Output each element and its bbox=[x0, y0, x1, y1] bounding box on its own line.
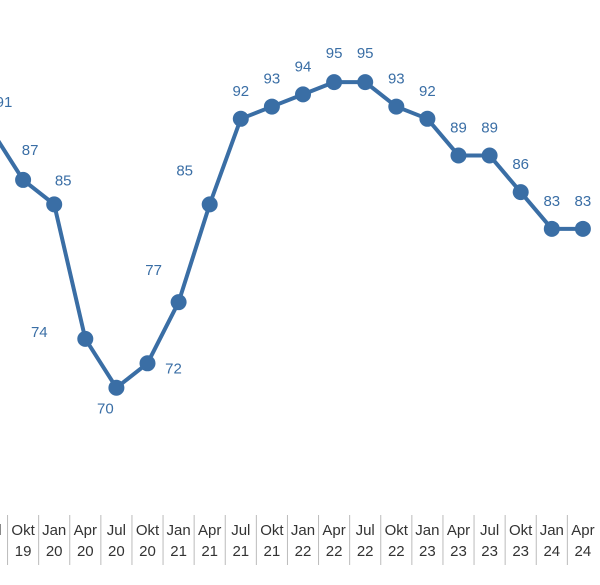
data-label: 77 bbox=[145, 262, 162, 279]
data-point bbox=[419, 110, 436, 127]
x-tick-label: 22 bbox=[388, 543, 405, 560]
x-tick-label: Jan bbox=[415, 522, 439, 539]
data-point bbox=[232, 110, 249, 127]
data-label: 92 bbox=[232, 83, 249, 100]
data-point bbox=[326, 74, 343, 91]
x-tick-label: Jan bbox=[540, 522, 564, 539]
data-point bbox=[481, 147, 498, 164]
x-tick-label: 24 bbox=[543, 543, 560, 560]
x-tick-label: Apr bbox=[447, 522, 470, 539]
data-point bbox=[108, 379, 125, 396]
x-tick-label: 20 bbox=[108, 543, 125, 560]
data-point bbox=[388, 98, 405, 115]
data-label: 89 bbox=[481, 119, 498, 136]
data-label: 91 bbox=[0, 94, 12, 111]
data-label: 83 bbox=[543, 193, 560, 210]
x-tick-label: Jan bbox=[167, 522, 191, 539]
data-point bbox=[295, 86, 311, 103]
data-label: 93 bbox=[388, 71, 405, 88]
x-tick-label: 21 bbox=[201, 543, 218, 560]
x-tick-label: 21 bbox=[264, 543, 281, 560]
x-tick-label: Okt bbox=[136, 522, 160, 539]
data-point bbox=[357, 74, 374, 91]
x-tick-label: 23 bbox=[450, 543, 467, 560]
data-label: 95 bbox=[326, 45, 343, 62]
data-label: 95 bbox=[357, 45, 374, 62]
data-label: 85 bbox=[176, 162, 193, 179]
x-tick-label: Apr bbox=[322, 522, 345, 539]
data-label: 89 bbox=[450, 119, 467, 136]
data-point bbox=[170, 294, 187, 311]
x-tick-label: Apr bbox=[198, 522, 221, 539]
x-tick-label: 22 bbox=[326, 543, 343, 560]
x-tick-label: 22 bbox=[357, 543, 374, 560]
data-label: 87 bbox=[22, 142, 39, 159]
data-label: 86 bbox=[512, 156, 529, 173]
x-tick-label: 23 bbox=[512, 543, 529, 560]
x-tick-label: Jul bbox=[480, 522, 499, 539]
data-point bbox=[263, 98, 280, 115]
data-label: 85 bbox=[55, 172, 72, 189]
x-tick-label: Okt bbox=[509, 522, 533, 539]
x-tick-label: 23 bbox=[419, 543, 436, 560]
x-tick-label: 24 bbox=[575, 543, 592, 560]
x-tick-label: 21 bbox=[232, 543, 249, 560]
x-tick-label: 20 bbox=[139, 543, 156, 560]
x-tick-label: Okt bbox=[11, 522, 35, 539]
x-tick-label: Jul bbox=[107, 522, 126, 539]
data-label: 74 bbox=[31, 324, 48, 341]
x-tick-label: Okt bbox=[385, 522, 409, 539]
x-tick-label: Apr bbox=[74, 522, 97, 539]
x-tick-label: Jul bbox=[231, 522, 250, 539]
data-point bbox=[450, 147, 467, 164]
x-tick-label: Jul bbox=[356, 522, 375, 539]
x-tick-label: Jan bbox=[291, 522, 315, 539]
data-point bbox=[543, 220, 560, 237]
x-tick-label: Okt bbox=[260, 522, 284, 539]
x-tick-label: 20 bbox=[77, 543, 94, 560]
data-point bbox=[201, 196, 218, 213]
data-point bbox=[15, 171, 32, 188]
data-label: 94 bbox=[295, 58, 312, 75]
x-tick-label: Apr bbox=[571, 522, 594, 539]
x-tick-label: 21 bbox=[170, 543, 187, 560]
data-point bbox=[512, 184, 529, 201]
x-tick-label: 23 bbox=[481, 543, 498, 560]
data-point bbox=[574, 220, 591, 237]
data-label: 70 bbox=[97, 401, 114, 418]
data-point bbox=[139, 355, 156, 372]
x-tick-label: 22 bbox=[295, 543, 312, 560]
data-point bbox=[46, 196, 63, 213]
data-label: 72 bbox=[165, 360, 182, 377]
x-tick-label: 19 bbox=[15, 543, 32, 560]
data-label: 83 bbox=[575, 193, 592, 210]
x-tick-label: 20 bbox=[46, 543, 63, 560]
data-label: 93 bbox=[264, 71, 281, 88]
data-point bbox=[77, 330, 94, 347]
x-tick-label: Jan bbox=[42, 522, 66, 539]
data-label: 92 bbox=[419, 83, 436, 100]
x-tick-label: Jul bbox=[0, 522, 2, 539]
